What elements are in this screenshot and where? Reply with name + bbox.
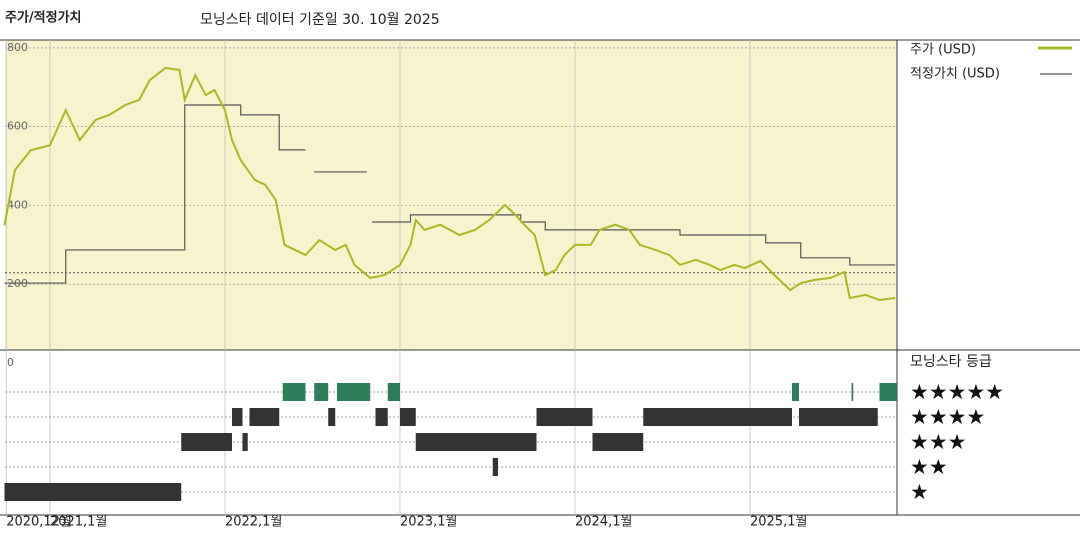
series-line: [4, 104, 896, 284]
star-legend: ★★★: [910, 430, 966, 454]
y-tick-label: 400: [7, 198, 28, 211]
y-tick-label: 800: [7, 41, 28, 54]
star-period: [4, 483, 182, 501]
star-period: [282, 383, 306, 401]
star-period: [492, 458, 498, 476]
y-tick-label: 0: [7, 356, 14, 369]
chart-title: 주가/적정가치: [5, 10, 82, 26]
star-period: [249, 408, 280, 426]
chart-subtitle: 모닝스타 데이터 기준일 30. 10월 2025: [200, 12, 440, 28]
legend-label: 주가 (USD): [910, 43, 976, 58]
star-period: [375, 408, 388, 426]
star-period: [399, 408, 416, 426]
x-tick-label: 2025,1월: [750, 515, 807, 530]
star-legend: ★: [910, 480, 929, 504]
legend-label: 적정가치 (USD): [910, 67, 1000, 82]
star-legend: ★★★★★: [910, 380, 1004, 404]
star-period: [879, 383, 897, 401]
x-tick-label: 2022,1월: [225, 515, 282, 530]
star-legend: ★★★★: [910, 405, 985, 429]
star-period: [791, 383, 799, 401]
series-line: [3, 66, 896, 301]
x-tick-label: 2023,1월: [400, 515, 457, 530]
star-title: 모닝스타 등급: [910, 354, 992, 370]
star-period: [387, 383, 400, 401]
y-tick-label: 600: [7, 120, 28, 133]
star-period: [798, 408, 878, 426]
star-period: [314, 383, 329, 401]
plot-background: [5, 40, 897, 350]
star-period: [242, 433, 248, 451]
y-tick-label: 200: [7, 277, 28, 290]
star-period: [181, 433, 232, 451]
star-period: [231, 408, 243, 426]
x-tick-label: 2024,1월: [575, 515, 632, 530]
star-period: [643, 408, 792, 426]
star-period: [536, 408, 593, 426]
star-period: [415, 433, 537, 451]
star-period: [592, 433, 644, 451]
star-period: [851, 383, 854, 401]
star-period: [336, 383, 371, 401]
star-legend: ★★: [910, 455, 948, 479]
x-tick-label: 2021,1월: [50, 515, 107, 530]
star-period: [328, 408, 336, 426]
x-tick-label: 2020,12월: [6, 515, 72, 530]
